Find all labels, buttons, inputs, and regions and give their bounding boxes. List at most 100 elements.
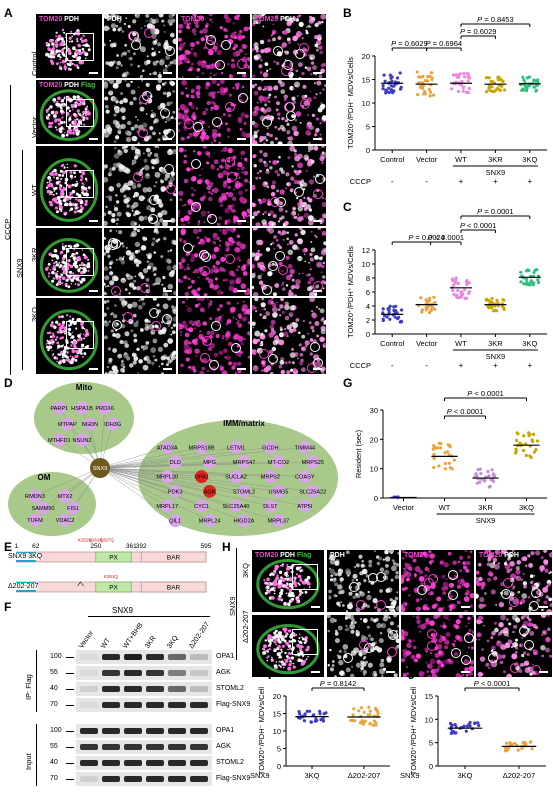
mito-speck [186, 135, 190, 140]
mito-speck [68, 63, 72, 67]
mito-speck [223, 14, 229, 19]
micrograph-texture [252, 228, 326, 296]
data-point [371, 723, 375, 727]
mito-speck [304, 260, 307, 263]
mito-speck [112, 162, 118, 168]
mito-speck [296, 601, 299, 604]
mito-speck [500, 644, 506, 650]
mito-speck [301, 570, 304, 572]
mito-speck [218, 244, 222, 247]
mito-speck [51, 349, 53, 352]
mito-speck [195, 91, 201, 96]
mito-speck [120, 123, 126, 129]
mito-speck [269, 210, 274, 215]
mito-speck [75, 277, 80, 281]
mito-speck [347, 574, 350, 577]
mw-tick [66, 705, 74, 706]
mito-speck [166, 91, 172, 97]
mito-speck [53, 168, 57, 173]
mito-speck [64, 244, 67, 248]
mito-speck [324, 84, 326, 87]
mito-speck [321, 201, 326, 208]
mito-speck [104, 212, 107, 217]
protein-node [263, 499, 277, 513]
mito-speck [76, 338, 80, 342]
data-point [429, 308, 433, 312]
mito-speck [180, 363, 184, 368]
mito-speck [471, 646, 474, 650]
mito-speck [241, 43, 247, 49]
mito-speck [178, 59, 182, 66]
protein-label: PRDX6 [95, 406, 114, 412]
mito-speck [212, 241, 216, 245]
mito-speck [196, 75, 199, 78]
mito-speck [402, 631, 409, 637]
mdv-circle [138, 128, 148, 138]
mito-speck [77, 56, 82, 60]
p-symbol: P [467, 389, 472, 398]
mito-speck [288, 629, 292, 633]
data-point [420, 310, 424, 314]
mito-speck [164, 64, 167, 67]
mito-speck [515, 566, 520, 571]
mito-speck [87, 186, 91, 189]
mito-speck [108, 262, 113, 266]
mw-marker: 70 [50, 701, 58, 708]
data-point [518, 441, 522, 445]
mito-speck [59, 169, 63, 173]
mito-speck [208, 191, 211, 194]
protein-label: RMDN3 [25, 494, 45, 500]
mito-speck [169, 61, 173, 65]
band-label: AGK [216, 743, 231, 750]
mito-speck [190, 48, 193, 51]
mito-speck [275, 576, 280, 580]
mito-speck [462, 584, 464, 587]
y-tick-label: 0 [366, 330, 370, 339]
mito-speck [136, 347, 140, 351]
mito-speck [56, 270, 59, 273]
mito-speck [223, 348, 228, 353]
mito-speck [150, 114, 155, 118]
mito-speck [72, 109, 74, 111]
mito-speck [478, 615, 484, 621]
scale-bar [237, 138, 246, 140]
mito-speck [298, 637, 301, 640]
mito-speck [215, 334, 220, 338]
mito-speck [67, 68, 70, 71]
mito-speck [273, 247, 276, 250]
mito-speck [407, 555, 410, 558]
mito-speck [190, 105, 195, 109]
mito-speck [464, 609, 468, 612]
mito-speck [469, 593, 474, 599]
mito-speck [277, 645, 281, 649]
mito-speck [121, 73, 126, 78]
scale-bar [386, 606, 395, 608]
mito-speck [286, 130, 291, 134]
micrograph-tile [178, 80, 250, 144]
mito-speck [59, 186, 62, 189]
mito-speck [75, 100, 78, 102]
data-point [467, 281, 471, 285]
mito-speck [273, 648, 275, 650]
mito-speck [216, 222, 221, 226]
mito-speck [265, 586, 267, 589]
mito-speck [207, 154, 211, 158]
mito-speck [123, 198, 129, 204]
data-point [461, 89, 465, 93]
mito-speck [246, 57, 250, 62]
y-tick-label: 30 [370, 406, 378, 415]
data-point [416, 93, 420, 97]
mito-speck [124, 80, 127, 82]
mito-speck [269, 635, 273, 639]
data-point [519, 280, 523, 284]
micrograph-tile: TOM20 [178, 14, 250, 78]
mito-speck [79, 200, 84, 205]
mito-speck [309, 125, 314, 131]
mito-speck [104, 177, 109, 183]
mito-speck [71, 131, 74, 134]
mito-speck [301, 637, 305, 641]
mito-speck [520, 598, 526, 604]
domain-label: BAR [167, 585, 181, 592]
mito-speck [179, 333, 183, 337]
mdv-circle [359, 640, 369, 650]
